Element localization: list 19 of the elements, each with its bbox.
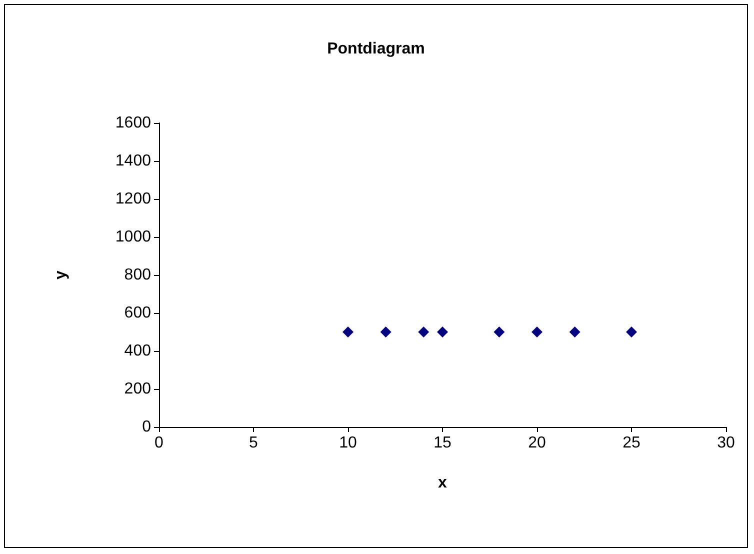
y-tick-label: 1600 — [115, 114, 152, 132]
x-axis-title: x — [438, 474, 448, 492]
chart-title: Pontdiagram — [327, 40, 425, 58]
y-tick-label: 1000 — [115, 228, 152, 246]
x-tick-label: 15 — [434, 434, 452, 452]
y-tick-label: 1400 — [115, 152, 152, 170]
y-axis-title: y — [52, 270, 70, 280]
x-tick-label: 10 — [339, 434, 357, 452]
x-tick-label: 30 — [717, 434, 735, 452]
y-tick-label: 0 — [142, 418, 152, 436]
x-tick-label: 25 — [622, 434, 640, 452]
x-tick-label: 5 — [249, 434, 258, 452]
y-tick-label: 800 — [124, 266, 152, 284]
x-tick-label: 0 — [154, 434, 164, 452]
y-tick-label: 600 — [124, 304, 152, 322]
y-tick-label: 400 — [124, 342, 152, 360]
y-tick-label: 1200 — [115, 190, 152, 208]
y-tick-label: 200 — [124, 380, 152, 398]
x-tick-label: 20 — [528, 434, 546, 452]
